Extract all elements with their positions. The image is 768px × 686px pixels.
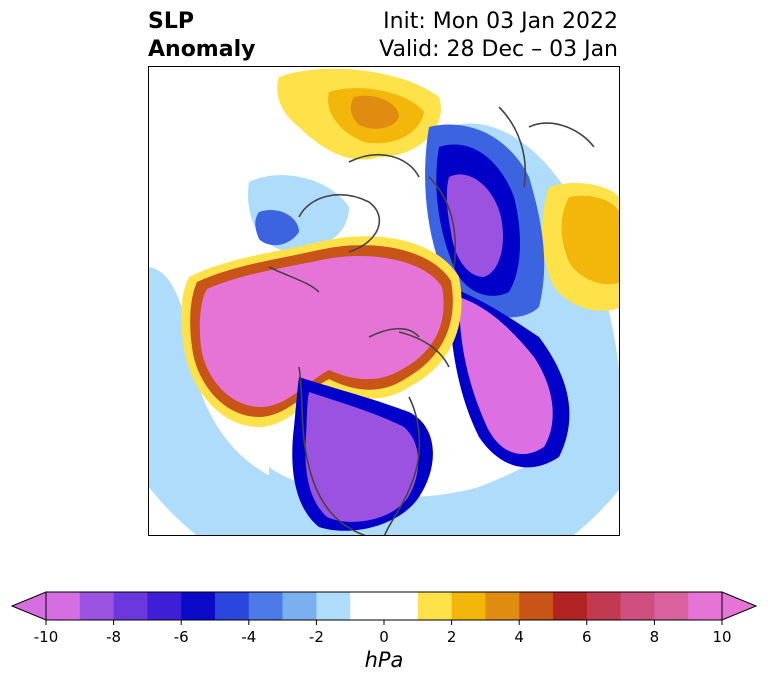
coastline-lines <box>268 106 595 535</box>
pos-strong-north <box>350 95 399 129</box>
colorbar-segment <box>586 592 622 620</box>
colorbar-tick-label: 6 <box>582 628 592 646</box>
map-panel <box>148 66 620 536</box>
pos-mid-east <box>561 195 619 285</box>
title-anomaly: Anomaly <box>148 37 256 62</box>
colorbar-segment <box>181 592 216 620</box>
colorbar-tick-label: -10 <box>33 628 59 646</box>
init-date: Init: Mon 03 Jan 2022 <box>383 9 618 34</box>
colorbar-segment <box>384 592 419 620</box>
colorbar-segment <box>113 592 148 620</box>
colorbar-segment <box>485 592 520 620</box>
colorbar-unit-label: hPa <box>364 648 404 672</box>
colorbar-tick-label: 8 <box>649 628 660 646</box>
neg-extreme-asia <box>446 174 504 277</box>
colorbar-segment <box>417 592 453 620</box>
colorbar-tick-label: 10 <box>712 628 732 646</box>
colorbar-segment <box>316 592 351 620</box>
colorbar-segment <box>248 592 284 620</box>
colorbar-segment <box>688 592 723 620</box>
colorbar-tick-label: -2 <box>308 628 324 646</box>
colorbar-segment <box>79 592 115 620</box>
colorbar-segment <box>147 592 182 620</box>
map-subtitle: Init: Mon 03 Jan 2022 Valid: 28 Dec – 03… <box>379 8 618 64</box>
colorbar-segment <box>654 592 689 620</box>
colorbar-segment <box>350 592 385 620</box>
title-variable: SLP <box>148 9 194 34</box>
colorbar-tick-label: 4 <box>514 628 524 646</box>
colorbar-segment <box>620 592 655 620</box>
colorbar-tick-label: -8 <box>106 628 122 646</box>
pos-extreme-arctic <box>199 256 444 407</box>
slp-anomaly-map <box>149 68 619 535</box>
colorbar-segment <box>553 592 588 620</box>
neg-mid-europe <box>255 209 299 246</box>
colorbar-tick-label: 0 <box>379 628 389 646</box>
map-title: SLP Anomaly <box>148 8 255 64</box>
colorbar-extend-low <box>10 591 47 621</box>
colorbar-segment <box>282 592 317 620</box>
colorbar-segment <box>451 592 486 620</box>
colorbar-segment <box>519 592 554 620</box>
valid-range: Valid: 28 Dec – 03 Jan <box>379 37 618 62</box>
colorbar-tick-label: -6 <box>173 628 189 646</box>
colorbar-extend-high <box>721 591 758 621</box>
colorbar-segment <box>46 592 81 620</box>
colorbar-tick-label: -4 <box>241 628 257 646</box>
neg-extreme-america <box>305 392 419 522</box>
colorbar-segment <box>215 592 250 620</box>
colorbar-tick-label: 2 <box>446 628 457 646</box>
colorbar <box>10 591 758 625</box>
neg-extreme-pacific <box>459 297 553 455</box>
